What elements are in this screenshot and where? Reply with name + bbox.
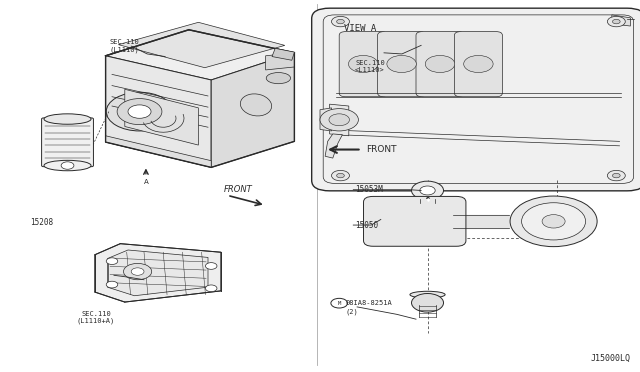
Circle shape	[106, 281, 118, 288]
Ellipse shape	[266, 73, 291, 84]
Circle shape	[320, 109, 358, 131]
Text: VIEW A: VIEW A	[344, 24, 376, 33]
Ellipse shape	[410, 291, 445, 298]
Polygon shape	[95, 244, 221, 302]
Text: A: A	[143, 179, 148, 185]
Polygon shape	[266, 53, 294, 70]
Text: SEC.110
(L1110+A): SEC.110 (L1110+A)	[77, 311, 115, 324]
Circle shape	[337, 173, 344, 178]
Circle shape	[420, 186, 435, 195]
Text: FRONT: FRONT	[366, 145, 397, 154]
Text: (2): (2)	[346, 308, 358, 315]
Circle shape	[205, 285, 217, 292]
Text: 15053M: 15053M	[355, 185, 383, 194]
FancyBboxPatch shape	[378, 32, 426, 97]
Text: SEC.110
(L1110): SEC.110 (L1110)	[110, 39, 140, 52]
Circle shape	[425, 55, 455, 73]
Circle shape	[332, 16, 349, 27]
Text: M: M	[337, 301, 341, 306]
Polygon shape	[106, 136, 211, 167]
Text: SEC.110
<L1110>: SEC.110 <L1110>	[355, 60, 385, 73]
Circle shape	[412, 294, 444, 312]
Circle shape	[463, 55, 493, 73]
Circle shape	[205, 263, 217, 269]
Polygon shape	[118, 22, 285, 68]
Circle shape	[349, 55, 378, 73]
Circle shape	[542, 215, 565, 228]
FancyBboxPatch shape	[42, 118, 93, 167]
Circle shape	[329, 114, 349, 126]
Polygon shape	[612, 15, 630, 26]
FancyBboxPatch shape	[416, 32, 464, 97]
Circle shape	[510, 196, 597, 247]
Polygon shape	[330, 104, 349, 136]
Circle shape	[522, 203, 586, 240]
Circle shape	[607, 16, 625, 27]
Ellipse shape	[44, 114, 91, 124]
Text: 08IA8-8251A: 08IA8-8251A	[346, 300, 392, 306]
Circle shape	[612, 173, 620, 178]
FancyBboxPatch shape	[312, 8, 640, 191]
Circle shape	[337, 19, 344, 24]
Circle shape	[106, 258, 118, 264]
Circle shape	[61, 162, 74, 169]
Text: FRONT: FRONT	[224, 185, 253, 194]
Polygon shape	[106, 30, 294, 80]
Polygon shape	[211, 53, 294, 167]
Ellipse shape	[241, 94, 271, 116]
Polygon shape	[125, 89, 198, 145]
Text: 15050: 15050	[355, 221, 378, 230]
FancyBboxPatch shape	[364, 196, 466, 246]
Ellipse shape	[44, 160, 91, 171]
Circle shape	[124, 263, 152, 280]
FancyBboxPatch shape	[454, 32, 502, 97]
Circle shape	[607, 170, 625, 181]
Polygon shape	[320, 108, 332, 131]
Circle shape	[131, 268, 144, 275]
Polygon shape	[106, 56, 211, 167]
Circle shape	[117, 99, 162, 125]
Polygon shape	[325, 134, 342, 158]
FancyBboxPatch shape	[339, 32, 387, 97]
Circle shape	[106, 92, 173, 131]
Circle shape	[412, 181, 444, 200]
Circle shape	[128, 105, 151, 118]
Circle shape	[612, 19, 620, 24]
Circle shape	[331, 298, 348, 308]
Text: 15208: 15208	[30, 218, 53, 227]
Circle shape	[387, 55, 416, 73]
Circle shape	[332, 170, 349, 181]
Polygon shape	[272, 48, 294, 60]
Text: J15000LQ: J15000LQ	[590, 354, 630, 363]
Polygon shape	[108, 250, 208, 296]
